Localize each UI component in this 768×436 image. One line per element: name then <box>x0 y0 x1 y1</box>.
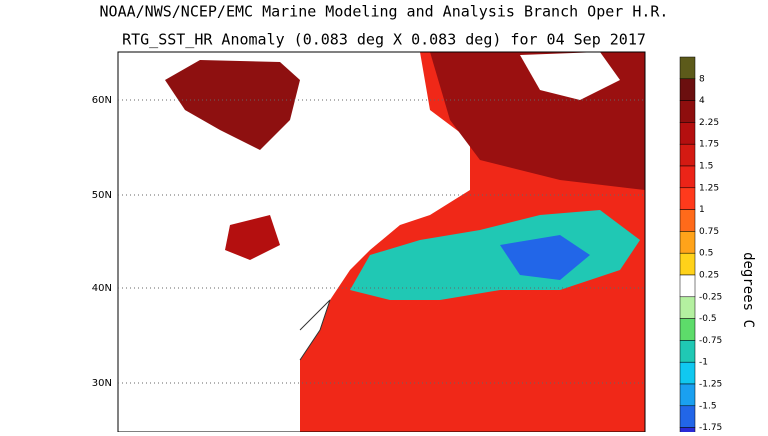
cold-anomaly <box>350 210 640 300</box>
colorbar-swatch <box>679 361 696 385</box>
colorbar-swatch <box>679 78 696 101</box>
coastline <box>299 299 331 361</box>
colorbar-swatch <box>679 100 696 123</box>
lat-label: 30N <box>92 378 112 389</box>
land <box>118 52 470 432</box>
colorbar-label: -1.5 <box>699 401 717 411</box>
colorbar-label: -0.75 <box>699 336 722 346</box>
colorbar: 8 4 2.25 1.75 1.5 1.25 1 0.75 0.5 0.25 -0.25 -0.5 -0… <box>679 56 722 436</box>
colorbar-swatch <box>679 318 696 341</box>
lat-label: 50N <box>92 190 112 201</box>
lat-axis: 60N 50N 40N 30N <box>92 95 645 389</box>
colorbar-swatch <box>679 383 696 407</box>
cold-core <box>500 235 590 280</box>
colorbar-swatch <box>679 340 696 363</box>
colorbar-swatch <box>679 187 696 210</box>
colorbar-swatch <box>679 405 696 428</box>
lat-label: 40N <box>92 283 112 294</box>
colorbar-label: -1 <box>699 358 708 368</box>
colorbar-swatch <box>679 296 696 319</box>
colorbar-swatch <box>679 209 696 232</box>
colorbar-label: 0.5 <box>699 249 713 259</box>
colorbar-swatch <box>679 231 696 254</box>
colorbar-label: 0.75 <box>699 227 719 237</box>
hudson-bay <box>165 60 300 150</box>
colorbar-label: -1.75 <box>699 423 722 432</box>
colorbar-swatch <box>679 165 696 189</box>
colorbar-label: -1.25 <box>699 380 722 390</box>
colorbar-swatch <box>679 274 696 298</box>
colorbar-label: 1.75 <box>699 140 719 150</box>
greenland <box>520 52 620 100</box>
colorbar-swatch <box>679 56 696 80</box>
colorbar-label: -0.25 <box>699 292 722 302</box>
subtitle: RTG_SST_HR Anomaly (0.083 deg X 0.083 de… <box>122 31 646 49</box>
lat-label: 60N <box>92 95 112 106</box>
colorbar-swatch <box>679 427 696 436</box>
map <box>117 51 646 433</box>
title: NOAA/NWS/NCEP/EMC Marine Modeling and An… <box>100 3 669 21</box>
colorbar-label: 0.25 <box>699 271 719 281</box>
colorbar-label: 1.5 <box>699 162 713 172</box>
colorbar-label: 1 <box>699 205 705 215</box>
colorbar-label: 8 <box>699 74 705 84</box>
colorbar-swatch <box>679 122 696 145</box>
colorbar-swatch <box>679 143 696 167</box>
colorbar-label: 2.25 <box>699 118 719 128</box>
colorbar-label: 1.25 <box>699 183 719 193</box>
colorbar-label: -0.5 <box>699 314 717 324</box>
great-lakes <box>225 215 280 260</box>
colorbar-swatch <box>679 252 696 276</box>
colorbar-title: degrees C <box>740 252 756 328</box>
colorbar-label: 4 <box>699 96 705 106</box>
